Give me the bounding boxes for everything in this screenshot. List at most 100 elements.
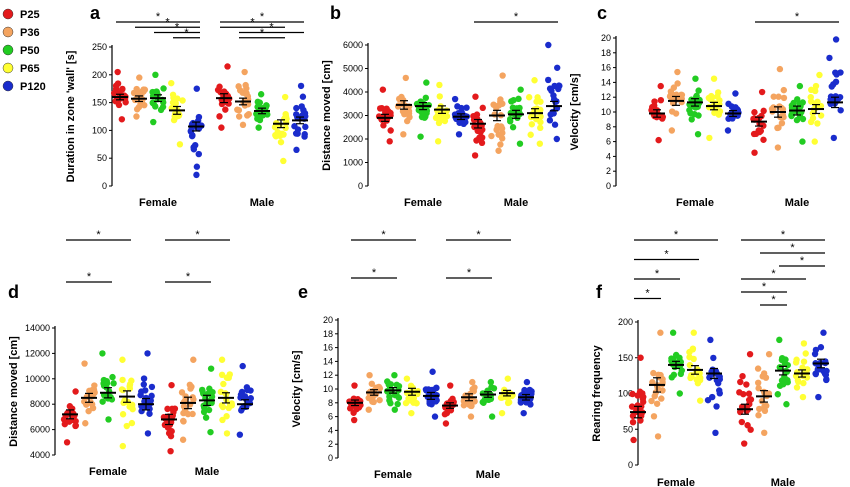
data-point-p25 — [737, 378, 744, 386]
data-point-p65 — [119, 442, 127, 450]
data-point-p120 — [425, 386, 432, 393]
data-point-p120 — [521, 386, 528, 394]
data-point-p120 — [293, 104, 300, 112]
y-tick-label: 18 — [601, 48, 611, 58]
data-point-p25 — [651, 98, 658, 105]
data-point-p65 — [219, 416, 226, 424]
data-point-p120 — [553, 135, 561, 143]
data-point-p25 — [471, 152, 479, 159]
y-tick-label: 200 — [618, 317, 633, 327]
data-point-p36 — [179, 436, 187, 443]
data-point-p36 — [493, 104, 500, 111]
data-point-p120 — [145, 398, 153, 405]
data-point-p25 — [752, 130, 760, 138]
data-point-p120 — [545, 76, 552, 84]
y-tick-label: 8000 — [30, 399, 50, 409]
data-point-p25 — [168, 381, 175, 389]
data-point-p50 — [422, 111, 429, 118]
data-point-p36 — [81, 398, 88, 405]
y-tick-label: 16 — [601, 63, 611, 73]
data-point-p25 — [380, 122, 387, 129]
data-point-p25 — [167, 447, 174, 455]
data-point-p25 — [741, 440, 748, 447]
data-point-p25 — [115, 101, 123, 109]
data-point-p120 — [713, 403, 720, 410]
data-point-p50 — [150, 118, 157, 126]
data-point-p25 — [164, 405, 171, 413]
data-point-p120 — [712, 429, 719, 437]
significance-star: * — [674, 229, 679, 241]
y-tick-label: 50 — [623, 424, 633, 434]
y-axis-title: Distance moved [cm] — [8, 336, 20, 447]
y-tick-label: 18 — [323, 329, 333, 339]
y-tick-label: 14 — [601, 77, 611, 87]
significance-star: * — [372, 267, 377, 279]
data-point-p36 — [400, 131, 407, 138]
data-point-p36 — [774, 144, 782, 151]
data-point-p120 — [523, 378, 531, 386]
data-point-p25 — [740, 390, 747, 398]
data-point-p120 — [144, 350, 151, 357]
data-point-p25 — [387, 127, 394, 134]
data-point-p120 — [837, 107, 844, 114]
data-point-p120 — [832, 36, 840, 43]
data-point-p65 — [408, 409, 415, 417]
y-tick-label: 0 — [328, 453, 333, 463]
data-point-p25 — [161, 421, 169, 429]
data-point-p65 — [807, 93, 814, 101]
data-point-p50 — [797, 101, 804, 108]
data-point-p36 — [402, 109, 410, 116]
data-point-p50 — [255, 103, 262, 111]
data-point-p36 — [239, 121, 247, 129]
data-point-p50 — [776, 364, 784, 371]
significance-star: * — [790, 242, 795, 254]
data-point-p65 — [504, 375, 512, 382]
data-point-p65 — [403, 375, 411, 382]
data-point-p25 — [72, 388, 79, 395]
data-point-p120 — [833, 71, 840, 78]
data-point-p65 — [505, 398, 512, 406]
data-point-p120 — [302, 113, 309, 120]
data-point-p120 — [463, 104, 470, 111]
data-point-p50 — [107, 393, 114, 401]
data-point-p65 — [816, 71, 823, 79]
data-point-p120 — [832, 78, 840, 86]
data-point-p50 — [263, 102, 270, 109]
data-point-p50 — [105, 416, 112, 423]
data-point-p120 — [140, 375, 148, 382]
data-point-p120 — [828, 83, 835, 90]
data-point-p25 — [72, 422, 79, 430]
category-label-female: Female — [676, 197, 714, 209]
data-point-p65 — [711, 100, 718, 107]
data-point-p120 — [247, 395, 254, 402]
data-point-p25 — [760, 136, 767, 143]
y-axis-title: Velocity [cm/s] — [291, 350, 303, 427]
data-point-p25 — [746, 400, 753, 408]
data-point-p36 — [654, 433, 662, 440]
data-point-p65 — [435, 119, 443, 127]
significance-star: * — [175, 22, 180, 34]
data-point-p120 — [148, 383, 156, 391]
data-point-p120 — [148, 392, 155, 400]
data-point-p36 — [190, 356, 197, 363]
data-point-p65 — [119, 386, 127, 394]
y-tick-label: 12 — [601, 92, 611, 102]
data-point-p36 — [190, 396, 197, 403]
data-point-p50 — [488, 413, 496, 420]
data-point-p65 — [219, 403, 227, 411]
y-axis-title: Rearing frequency — [591, 344, 603, 441]
significance-star: * — [250, 16, 255, 28]
data-point-p50 — [793, 116, 801, 124]
data-point-p36 — [765, 350, 773, 358]
data-point-p65 — [706, 134, 713, 142]
panel-letter: c — [597, 3, 607, 23]
data-point-p25 — [216, 83, 223, 90]
data-point-p50 — [668, 374, 676, 381]
data-point-p65 — [126, 403, 133, 410]
significance-star: * — [156, 11, 161, 23]
data-point-p120 — [555, 85, 562, 93]
data-point-p25 — [745, 390, 753, 397]
data-point-p65 — [179, 97, 186, 104]
category-label-male: Male — [195, 466, 219, 478]
significance-star: * — [467, 267, 472, 279]
